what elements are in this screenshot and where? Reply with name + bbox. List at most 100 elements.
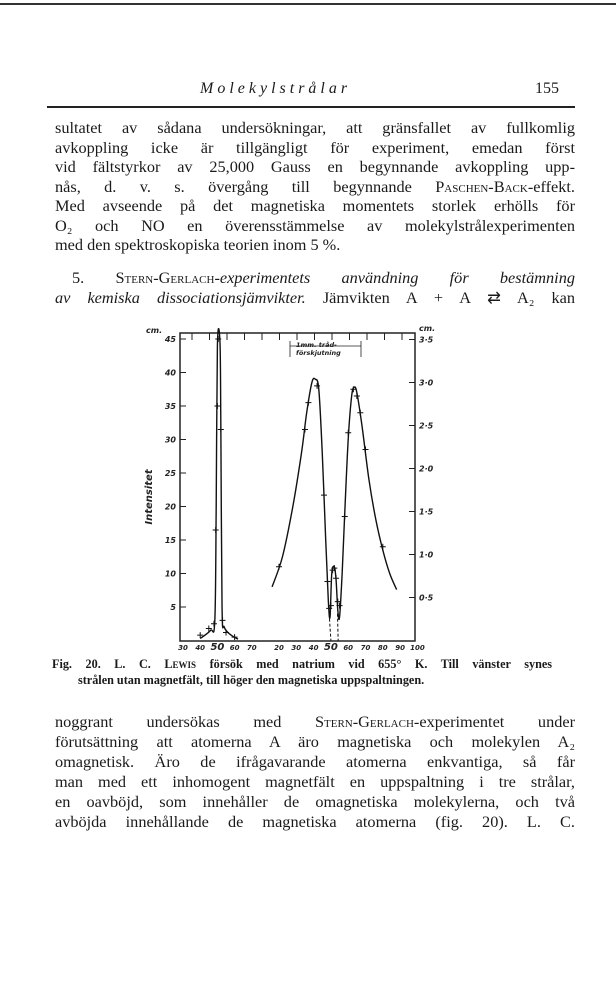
right-tick-label: 0·5 xyxy=(419,594,434,603)
left-axis-unit: cm. xyxy=(146,326,162,335)
data-point xyxy=(331,565,338,572)
text-segment: vid fältstyrkor av 25,000 Gauss en begyn… xyxy=(55,157,575,176)
x-tick-label-right: 40 xyxy=(309,644,319,652)
x-tick-label-right: 30 xyxy=(291,644,301,652)
left-tick-label: 30 xyxy=(165,436,177,445)
x-tick-label-right: 70 xyxy=(361,644,371,652)
text-line: avböjda innehållande de magnetiska atome… xyxy=(55,812,575,831)
left-tick-label: 20 xyxy=(165,503,177,512)
left-tick-label: 5 xyxy=(170,603,176,612)
data-point xyxy=(329,567,336,574)
data-point xyxy=(214,403,221,409)
text-segment: Lewis xyxy=(164,657,197,671)
annotation-line: 1mm. tråd- xyxy=(296,340,337,349)
text-segment: strålen utan magnetfält, till höger den … xyxy=(78,673,425,687)
right-tick-label: 3·0 xyxy=(419,379,434,388)
series-curve-left xyxy=(199,328,239,640)
left-tick-label: 10 xyxy=(165,570,177,579)
text-line: förutsättning att atomerna A äro magneti… xyxy=(55,732,575,751)
text-segment: Paschen-Back xyxy=(435,176,528,196)
text-segment: omagnetisk. Äro de ifrågavarande atomern… xyxy=(55,752,575,771)
text-segment: noggrant undersökas med xyxy=(55,712,315,731)
data-point xyxy=(205,625,212,632)
text-segment: en oavböjd, som innehåller de omagnetisk… xyxy=(55,792,575,811)
right-tick-label: 2·0 xyxy=(419,465,434,474)
data-point xyxy=(223,629,229,636)
text-segment: Jämvikten A + A ⇄ A₂ kan xyxy=(305,287,575,307)
data-point xyxy=(276,563,282,570)
data-point xyxy=(305,399,312,406)
data-point xyxy=(333,575,340,582)
figure-caption-line: Fig. 20. L. C. Lewis försök med natrium … xyxy=(52,656,552,672)
data-point xyxy=(212,526,219,533)
data-point xyxy=(314,382,321,389)
data-point xyxy=(215,336,222,342)
data-point xyxy=(334,598,341,605)
annotation-line: förskjutning xyxy=(296,349,341,357)
top-border xyxy=(0,3,616,5)
text-line: avkoppling icke är tillgängligt för expe… xyxy=(55,138,575,157)
right-tick-label: 2·5 xyxy=(419,422,434,431)
text-line: omagnetisk. Äro de ifrågavarande atomern… xyxy=(55,752,575,771)
data-point xyxy=(197,632,204,639)
text-segment: man med ett inhomogent magnetfält en upp… xyxy=(55,772,575,791)
data-point xyxy=(301,426,308,433)
data-point xyxy=(341,513,348,520)
section-heading-line: av kemiska dissociationsjämvikter. Jämvi… xyxy=(55,288,575,307)
text-line: O₂ och NO en överensstämmelse av molekyl… xyxy=(55,216,575,235)
x-tick-label-left: 60 xyxy=(230,644,240,652)
section-heading-line: 5. Stern-Gerlach-experimentets användnin… xyxy=(72,268,575,287)
text-line: vid fältstyrkor av 25,000 Gauss en begyn… xyxy=(55,157,575,176)
data-point xyxy=(217,426,224,433)
left-tick-label: 15 xyxy=(165,536,177,545)
data-point xyxy=(379,543,386,550)
data-point xyxy=(320,492,327,499)
data-point xyxy=(336,602,343,609)
series-curve-right xyxy=(271,377,398,621)
data-point xyxy=(327,602,334,609)
text-line: man med ett inhomogent magnetfält en upp… xyxy=(55,772,575,791)
x-tick-label-left: 50 xyxy=(210,642,224,653)
text-segment: avböjda innehållande de magnetiska atome… xyxy=(55,812,575,831)
text-line: en oavböjd, som innehåller de omagnetisk… xyxy=(55,792,575,811)
text-segment: -effekt. xyxy=(527,176,575,196)
x-tick-label-left: 40 xyxy=(195,644,205,652)
text-segment: av kemiska dissociationsjämvikter. xyxy=(55,287,306,307)
data-point xyxy=(357,409,364,416)
data-point xyxy=(350,386,357,393)
text-segment: -experimentet under xyxy=(413,712,575,731)
running-title: Molekylstrålar xyxy=(200,80,352,97)
x-tick-label-left: 30 xyxy=(178,644,188,652)
data-point xyxy=(326,605,333,612)
page-number: 155 xyxy=(535,80,559,97)
text-segment: sultatet av sådana undersökningar, att g… xyxy=(55,118,575,137)
text-segment: Med avseende på det magnetiska momentets… xyxy=(55,196,575,215)
data-point xyxy=(219,617,226,624)
text-line: med den spektroskopiska teorien inom 5 %… xyxy=(55,235,575,254)
x-tick-label-right: 60 xyxy=(343,644,353,652)
plot-frame xyxy=(179,332,416,642)
text-segment: -experimentets användning för bestämning xyxy=(214,268,575,287)
data-point xyxy=(231,634,238,641)
dashed-segment xyxy=(336,613,339,641)
x-tick-label-right: 50 xyxy=(324,642,338,653)
right-axis-unit: cm. xyxy=(419,324,435,333)
data-point xyxy=(324,578,331,585)
text-segment: Stern-Gerlach xyxy=(314,712,414,731)
left-tick-label: 40 xyxy=(164,369,177,378)
data-point xyxy=(362,446,369,453)
figure-caption-line: strålen utan magnetfält, till höger den … xyxy=(78,672,552,688)
data-point xyxy=(353,392,360,399)
text-segment: Fig. 20. L. C. xyxy=(52,657,165,671)
header-rule xyxy=(47,106,575,108)
text-segment: Stern-Gerlach xyxy=(115,268,215,287)
text-line: nås, d. v. s. övergång till begynnande P… xyxy=(55,177,575,196)
right-tick-label: 3·5 xyxy=(419,336,434,345)
data-point xyxy=(345,429,352,436)
text-segment: försök med natrium vid 655° K. Till väns… xyxy=(196,657,553,671)
text-line: Med avseende på det magnetiska momentets… xyxy=(55,196,575,215)
x-tick-label-left: 70 xyxy=(247,644,257,652)
left-tick-label: 35 xyxy=(165,402,177,411)
left-tick-label: 25 xyxy=(165,469,177,478)
